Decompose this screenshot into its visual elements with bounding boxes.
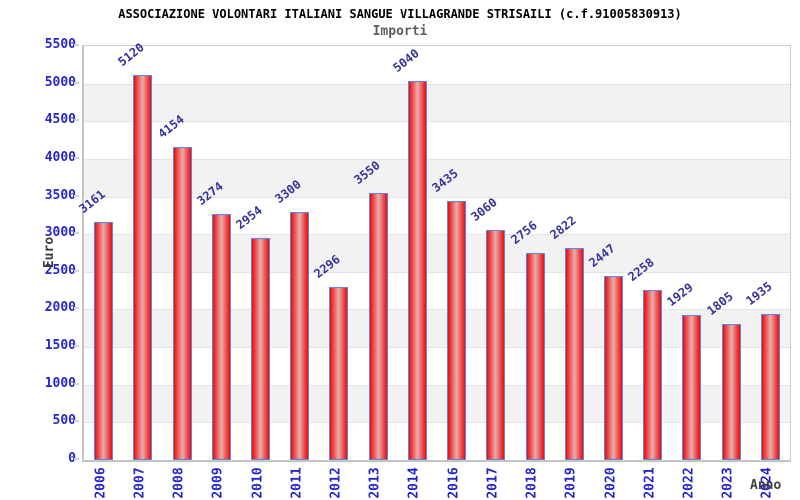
bar xyxy=(760,314,780,460)
y-axis-tick-label: 1500 xyxy=(44,338,76,354)
x-axis-tick-label: 2023 xyxy=(720,467,736,499)
bar xyxy=(368,193,388,460)
grid-band xyxy=(84,384,790,423)
grid-line xyxy=(84,83,790,85)
grid-band xyxy=(84,83,790,122)
bar xyxy=(94,222,114,460)
x-axis-tick-label: 2020 xyxy=(603,467,619,499)
x-axis-tick-label: 2017 xyxy=(485,467,501,499)
bar xyxy=(643,290,663,460)
bar xyxy=(133,75,153,460)
bar xyxy=(172,147,192,460)
y-axis-tick xyxy=(74,81,79,84)
grid-line xyxy=(84,347,790,349)
y-axis-tick xyxy=(74,44,79,46)
y-axis-tick xyxy=(74,156,79,159)
y-axis-tick xyxy=(74,345,79,348)
x-axis-tick-label: 2012 xyxy=(328,467,344,499)
x-axis-tick-label: 2019 xyxy=(563,467,579,499)
bar xyxy=(329,287,349,460)
grid-band xyxy=(84,196,790,235)
y-axis-tick xyxy=(74,382,79,385)
y-axis-tick-label: 5500 xyxy=(44,37,76,52)
grid-line xyxy=(84,384,790,386)
grid-line xyxy=(84,196,790,198)
grid-line xyxy=(84,121,790,123)
y-axis-tick-label: 0 xyxy=(68,451,76,466)
y-axis-tick-label: 3500 xyxy=(44,187,76,203)
y-axis-tick-label: 4000 xyxy=(44,149,76,165)
x-axis-tick-label: 2018 xyxy=(524,467,540,499)
grid-band xyxy=(84,158,790,197)
x-axis-tick-label: 2022 xyxy=(681,467,697,499)
y-axis-tick xyxy=(74,458,79,460)
bar xyxy=(486,230,506,460)
bar xyxy=(407,81,427,460)
bar xyxy=(604,276,623,460)
y-axis-title: Euro xyxy=(42,236,58,269)
grid-line xyxy=(84,271,790,273)
y-axis-tick-label: 2000 xyxy=(44,300,76,316)
x-axis-tick-label: 2014 xyxy=(407,467,423,499)
bar xyxy=(525,253,545,460)
x-axis-tick-label: 2021 xyxy=(642,467,658,499)
y-axis-tick xyxy=(74,269,79,272)
y-axis-tick-label: 1000 xyxy=(44,375,76,391)
grid-band xyxy=(84,347,790,385)
grid-band xyxy=(84,121,790,159)
y-axis-tick xyxy=(74,232,79,235)
chart-subtitle: Importi xyxy=(372,24,428,39)
x-axis-tick-label: 2016 xyxy=(446,467,462,499)
grid-band xyxy=(84,46,790,84)
grid-line xyxy=(84,234,790,236)
bar xyxy=(564,248,584,460)
x-axis-tick-label: 2011 xyxy=(289,467,305,499)
y-axis-tick xyxy=(74,194,79,197)
y-axis-tick xyxy=(74,307,79,310)
bar xyxy=(447,201,467,460)
grid-band xyxy=(84,309,790,348)
y-axis-tick-label: 3000 xyxy=(44,225,76,241)
y-axis-tick-label: 2500 xyxy=(44,262,76,278)
grid-band xyxy=(84,271,790,310)
y-axis-tick-label: 500 xyxy=(52,413,76,429)
bar xyxy=(721,324,741,460)
grid-line xyxy=(84,158,790,160)
bar xyxy=(682,315,702,460)
chart-title: ASSOCIAZIONE VOLONTARI ITALIANI SANGUE V… xyxy=(118,7,682,21)
x-axis-title: Anno xyxy=(750,478,782,493)
bar xyxy=(290,212,310,460)
x-axis-tick-label: 2013 xyxy=(367,467,383,499)
bar xyxy=(211,214,231,460)
grid-line xyxy=(84,422,790,424)
x-axis-tick-label: 2010 xyxy=(250,467,266,499)
y-axis-tick xyxy=(74,119,79,122)
x-axis-tick-label: 2008 xyxy=(171,467,187,499)
y-axis-tick xyxy=(74,420,79,423)
grid-line xyxy=(84,309,790,311)
grid-band xyxy=(84,422,790,460)
x-axis-tick-label: 2009 xyxy=(210,467,226,499)
x-axis-tick-label: 2006 xyxy=(93,467,109,499)
bar xyxy=(251,238,270,460)
grid-band xyxy=(84,234,790,272)
x-axis-tick-label: 2007 xyxy=(132,467,148,499)
plot-area: 3161 5120 4154 3274 2954 3300 2296 3550 5040 3435… xyxy=(76,40,791,462)
y-axis-tick-label: 5000 xyxy=(44,74,76,90)
y-axis-tick-label: 4500 xyxy=(44,112,76,128)
